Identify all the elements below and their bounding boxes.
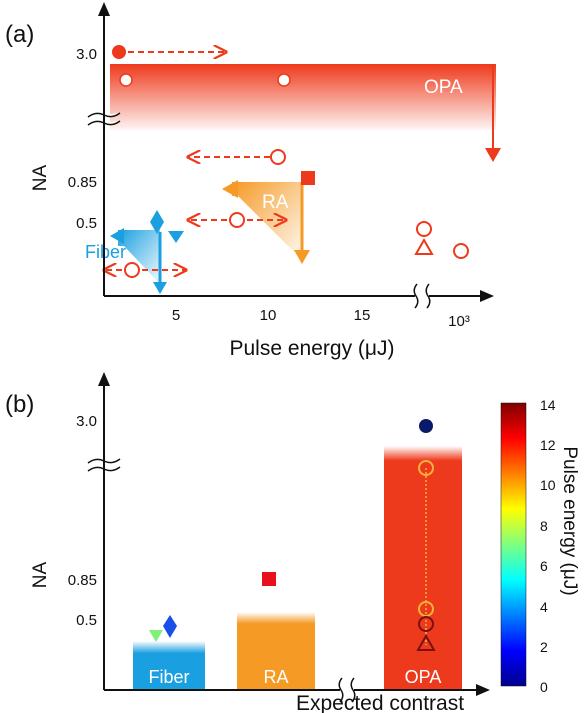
- b-point-fiber-diamond: [163, 615, 177, 638]
- bar-label-fiber: Fiber: [148, 667, 189, 687]
- colorbar: [500, 402, 527, 687]
- y-axis-b-break: [87, 458, 121, 472]
- fiber-region-label: Fiber: [85, 242, 126, 262]
- cbar-tick-12: 12: [540, 437, 556, 453]
- ra-arrowhead-left: [222, 180, 238, 198]
- ra-region-label: RA: [262, 192, 289, 213]
- panel-b: (b) Fiber RA OPA 3.0 0.85 0.5 NA Expecte…: [5, 372, 580, 713]
- point-1000uj-circle: [416, 221, 432, 237]
- fiber-arrowhead-down: [153, 282, 167, 294]
- cbar-tick-10: 10: [540, 477, 556, 493]
- x-tick-a-10: 10: [260, 307, 277, 324]
- cbar-tick-4: 4: [540, 599, 548, 615]
- point-opa-open-2: [277, 73, 291, 87]
- x-axis-a-break: [413, 283, 431, 309]
- panel-a: (a) OPA RA Fiber: [5, 2, 501, 360]
- bar-fiber: [133, 641, 205, 690]
- y-tick-a-3: 3.0: [76, 46, 97, 63]
- opa-region: [110, 64, 496, 130]
- point-open-10uj: [270, 149, 286, 165]
- opa-region-label: OPA: [424, 77, 463, 98]
- cbar-tick-0: 0: [540, 679, 548, 695]
- cbar-tick-8: 8: [540, 518, 548, 534]
- colorbar-label: Pulse energy (μJ): [559, 446, 580, 595]
- x-axis-a-arrowhead: [480, 290, 494, 302]
- opa-drop-arrowhead: [485, 148, 501, 162]
- bar-label-ra: RA: [263, 667, 288, 687]
- ra-arrowhead-down: [294, 250, 310, 264]
- y-axis-b-arrowhead: [98, 372, 110, 386]
- y-axis-a-break: [87, 112, 121, 126]
- y-tick-b-0.85: 0.85: [68, 572, 97, 589]
- x-tick-a-1000: 10³: [448, 313, 470, 330]
- point-fiber-open: [124, 262, 140, 278]
- point-ra-open: [229, 212, 245, 228]
- fiber-arrowhead-left: [110, 228, 124, 244]
- bar-ra: [237, 612, 315, 690]
- x-label-a: Pulse energy (μJ): [230, 337, 395, 360]
- x-label-b: Expected contrast: [296, 692, 464, 713]
- bar-label-opa: OPA: [405, 667, 442, 687]
- cbar-tick-6: 6: [540, 558, 548, 574]
- x-axis-b-break: [338, 677, 356, 703]
- b-point-opa-triangle: [416, 633, 436, 651]
- y-tick-b-0.5: 0.5: [76, 612, 97, 629]
- b-point-opa-open-3: [418, 616, 434, 632]
- b-point-opa-open-1: [418, 460, 434, 476]
- y-axis-a-arrowhead: [98, 2, 110, 16]
- x-axis-b-arrowhead: [476, 684, 490, 696]
- cbar-tick-2: 2: [540, 639, 548, 655]
- b-point-ra-square: [262, 572, 276, 586]
- point-opa-filled: [112, 45, 126, 59]
- b-point-fiber-triangle: [149, 630, 163, 642]
- panel-b-label: (b): [5, 391, 34, 418]
- point-1200uj-circle: [453, 243, 469, 259]
- fiber-region: [118, 230, 160, 284]
- point-opa-open-1: [119, 73, 133, 87]
- bar-opa: [384, 446, 462, 690]
- y-tick-a-0.85: 0.85: [68, 174, 97, 191]
- colorbar-ticks: 14 12 10 8 6 4 2 0: [540, 397, 556, 695]
- point-fiber-triangle: [168, 231, 184, 243]
- y-tick-b-3: 3.0: [76, 413, 97, 430]
- panel-a-label: (a): [5, 21, 34, 48]
- point-ra-square: [301, 171, 315, 185]
- point-fiber-diamond: [150, 210, 164, 234]
- x-tick-a-15: 15: [354, 307, 371, 324]
- point-1000uj-triangle: [414, 237, 434, 255]
- b-point-opa-filled: [419, 419, 433, 433]
- y-label-b: NA: [30, 561, 51, 588]
- y-tick-a-0.5: 0.5: [76, 215, 97, 232]
- cbar-tick-14: 14: [540, 397, 556, 413]
- y-label-a: NA: [30, 164, 51, 191]
- x-tick-a-5: 5: [172, 307, 180, 324]
